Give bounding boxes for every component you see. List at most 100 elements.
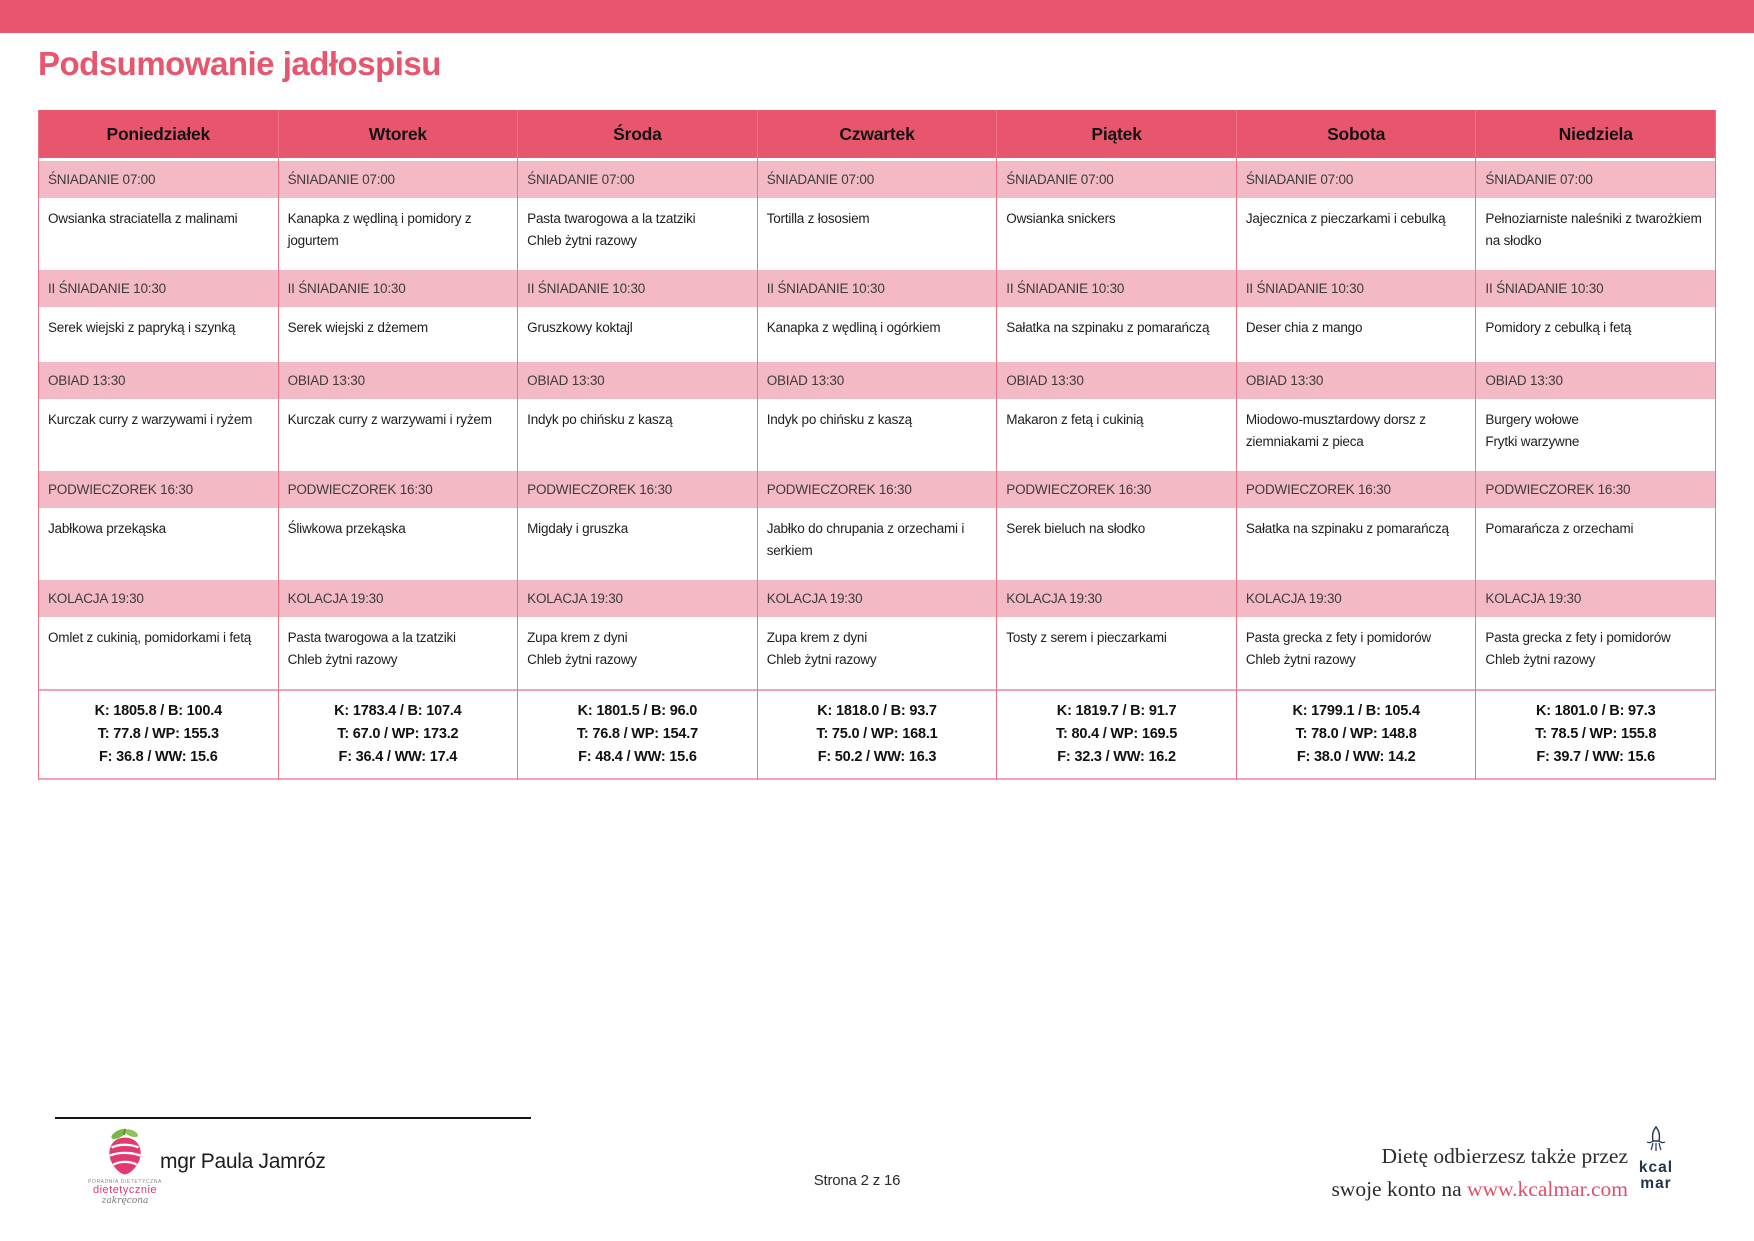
summary-line: K: 1783.4 / B: 107.4 (334, 702, 462, 719)
meal-item: Pomarańcza z orzechami (1485, 521, 1634, 536)
summary-line: K: 1805.8 / B: 100.4 (94, 702, 223, 719)
meal-time-header: II ŚNIADANIE 10:30 (39, 270, 278, 307)
meal-item: Serek bieluch na słodko (1006, 521, 1146, 536)
meal-item: Indyk po chińsku z kaszą (527, 412, 673, 427)
meal-cell: Omlet z cukinią, pomidorkami i fetą (39, 620, 278, 686)
day-header: Niedziela (1476, 110, 1715, 158)
clinic-logo: PORADNIA DIETETYCZNA dietetycznie zakręc… (70, 1126, 180, 1206)
meal-time-header: OBIAD 13:30 (757, 362, 997, 399)
meal-item: Tosty z serem i pieczarkami (1006, 630, 1167, 645)
meal-item: Pasta grecka z fety i pomidorów (1245, 630, 1431, 645)
kcalmar-logo-text-top: kcal (1638, 1159, 1674, 1176)
signature-divider (55, 1117, 531, 1119)
summary-line: F: 36.8 / WW: 15.6 (98, 749, 218, 766)
day-header: Piątek (997, 110, 1236, 158)
meal-time-header: ŚNIADANIE 07:00 (278, 161, 518, 198)
summary-line: T: 77.8 / WP: 155.3 (97, 725, 219, 742)
meal-item: Indyk po chińsku z kaszą (766, 412, 912, 427)
meal-time-header: II ŚNIADANIE 10:30 (757, 270, 997, 307)
summary-line: F: 39.7 / WW: 15.6 (1536, 749, 1655, 766)
day-header: Czwartek (757, 110, 997, 158)
meal-time-header: PODWIECZOREK 16:30 (1236, 471, 1476, 508)
meal-cell: Sałatka na szpinaku z pomarańczą (1236, 511, 1476, 577)
meal-time-header: II ŚNIADANIE 10:30 (1476, 270, 1715, 307)
summary-line: T: 80.4 / WP: 169.5 (1056, 725, 1178, 742)
meal-item: Serek wiejski z papryką i szynką (48, 320, 236, 335)
day-header: Środa (518, 110, 757, 158)
kcalmar-logo-text-bottom: mar (1640, 1174, 1672, 1192)
meal-item: Kurczak curry z warzywami i ryżem (48, 412, 253, 427)
meal-time-header: II ŚNIADANIE 10:30 (997, 270, 1236, 307)
day-column: Sobota ŚNIADANIE 07:00 Jajecznica z piecza… (1236, 110, 1477, 780)
meal-time-header: ŚNIADANIE 07:00 (757, 161, 997, 198)
meal-cell: Migdały i gruszka (518, 511, 757, 577)
meal-item: Migdały i gruszka (527, 521, 629, 536)
meal-time-header: ŚNIADANIE 07:00 (39, 161, 278, 198)
top-accent-bar (0, 0, 1754, 33)
delivery-note-line2: swoje konto na www.kcalmar.com (1331, 1173, 1628, 1206)
meal-time-header: ŚNIADANIE 07:00 (518, 161, 757, 198)
summary-line: K: 1819.7 / B: 91.7 (1056, 702, 1177, 719)
meal-item: Kurczak curry z warzywami i ryżem (287, 412, 492, 427)
meal-item: Zupa krem z dyni (527, 630, 628, 645)
meal-time-header: OBIAD 13:30 (278, 362, 518, 399)
meal-cell: Śliwkowa przekąska (278, 511, 518, 577)
meal-cell: Kurczak curry z warzywami i ryżem (39, 402, 278, 468)
summary-line: T: 67.0 / WP: 173.2 (337, 725, 459, 742)
summary-line: T: 78.5 / WP: 155.8 (1535, 725, 1657, 742)
meal-cell: Pasta grecka z fety i pomidorów Chleb żyt… (1236, 620, 1476, 686)
meal-time-header: OBIAD 13:30 (1476, 362, 1715, 399)
meal-item: Chleb żytni razowy (527, 232, 637, 248)
meal-cell: Pasta twarogowa a la tzatziki Chleb żytni… (278, 620, 518, 686)
day-summary: K: 1805.8 / B: 100.4 T: 77.8 / WP: 155.3 F… (39, 689, 278, 780)
meal-time-header: OBIAD 13:30 (518, 362, 757, 399)
meal-item: Frytki warzywne (1485, 433, 1580, 449)
meal-cell: Jabłko do chrupania z orzechami i serkie… (757, 511, 997, 577)
summary-line: F: 48.4 / WW: 15.6 (578, 749, 697, 766)
meal-time-header: PODWIECZOREK 16:30 (757, 471, 997, 508)
summary-line: F: 36.4 / WW: 17.4 (338, 749, 458, 766)
meal-cell: Sałatka na szpinaku z pomarańczą (997, 310, 1236, 359)
day-header: Wtorek (278, 110, 518, 158)
meal-time-header: ŚNIADANIE 07:00 (1236, 161, 1476, 198)
meal-cell: Pomidory z cebulką i fetą (1476, 310, 1715, 359)
meal-item: Pomidory z cebulką i fetą (1485, 320, 1632, 335)
meal-cell: Pomarańcza z orzechami (1476, 511, 1715, 577)
meal-cell: Jajecznica z pieczarkami i cebulką (1236, 201, 1476, 267)
meal-time-header: KOLACJA 19:30 (39, 580, 278, 617)
day-summary: K: 1783.4 / B: 107.4 T: 67.0 / WP: 173.2 F… (278, 689, 518, 780)
clinic-name-script: zakręcona (101, 1196, 149, 1206)
meal-cell: Owsianka snickers (997, 201, 1236, 267)
day-column: Środa ŚNIADANIE 07:00 Pasta twarogowa a la… (518, 110, 758, 780)
day-summary: K: 1818.0 / B: 93.7 T: 75.0 / WP: 168.1 F:… (757, 689, 997, 780)
meal-time-header: KOLACJA 19:30 (518, 580, 757, 617)
meal-item: Gruszkowy koktajl (527, 320, 633, 335)
squid-icon (1646, 1126, 1666, 1151)
meal-item: Chleb żytni razowy (766, 651, 877, 667)
raspberry-logo-icon (109, 1128, 141, 1175)
meal-item: Owsianka snickers (1006, 211, 1116, 226)
meal-cell: Tosty z serem i pieczarkami (997, 620, 1236, 686)
meal-cell: Makaron z fetą i cukinią (997, 402, 1236, 468)
meal-cell: Burgery wołowe Frytki warzywne (1476, 402, 1715, 468)
page-title: Podsumowanie jadłospisu (38, 45, 441, 82)
day-column: Poniedziałek ŚNIADANIE 07:00 Owsianka stra… (39, 110, 279, 780)
meal-cell: Owsianka straciatella z malinami (39, 201, 278, 267)
day-summary: K: 1799.1 / B: 105.4 T: 78.0 / WP: 148.8 F… (1236, 689, 1476, 780)
summary-line: F: 38.0 / WW: 14.2 (1296, 749, 1416, 766)
meal-time-header: OBIAD 13:30 (997, 362, 1236, 399)
meal-cell: Kurczak curry z warzywami i ryżem (278, 402, 518, 468)
day-column: Wtorek ŚNIADANIE 07:00 Kanapka z wędliną i… (278, 110, 519, 780)
summary-line: T: 76.8 / WP: 154.7 (576, 725, 698, 742)
meal-cell: Indyk po chińsku z kaszą (518, 402, 757, 468)
meal-time-header: OBIAD 13:30 (1236, 362, 1476, 399)
meal-cell: Serek wiejski z dżemem (278, 310, 518, 359)
day-summary: K: 1801.0 / B: 97.3 T: 78.5 / WP: 155.8 F:… (1476, 689, 1715, 780)
meal-time-header: PODWIECZOREK 16:30 (1476, 471, 1715, 508)
meal-item: Jajecznica z pieczarkami i cebulką (1245, 211, 1446, 226)
meal-item: Kanapka z wędliną i ogórkiem (766, 320, 941, 335)
kcalmar-link[interactable]: www.kcalmar.com (1467, 1177, 1628, 1202)
meal-item: Pełnoziarniste naleśniki z twarożkiem na… (1485, 211, 1702, 248)
meal-cell: Zupa krem z dyni Chleb żytni razowy (518, 620, 757, 686)
meal-cell: Pełnoziarniste naleśniki z twarożkiem na… (1476, 201, 1715, 267)
